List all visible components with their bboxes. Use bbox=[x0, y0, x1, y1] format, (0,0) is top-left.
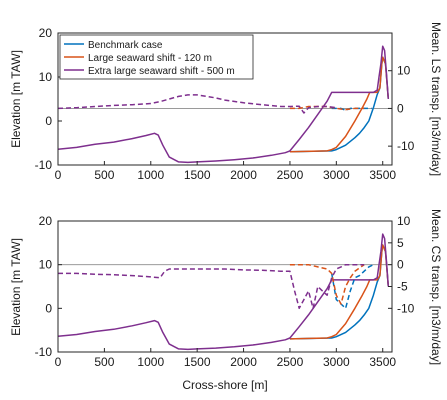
top-y-tick-label: 20 bbox=[39, 26, 53, 40]
bottom-x-tick-label: 2000 bbox=[230, 355, 257, 369]
bottom-y-ticks: -10 0 10 20 bbox=[35, 214, 62, 359]
top-x-ticks: 0 500 1000 1500 2000 2500 3000 3500 bbox=[55, 161, 396, 182]
top-x-tick-label: 2000 bbox=[230, 168, 257, 182]
top-x-tick-label: 1500 bbox=[184, 168, 211, 182]
top-y2-ticks: -10 0 10 bbox=[388, 64, 415, 153]
bottom-x-tick-label: 3500 bbox=[369, 355, 396, 369]
bottom-panel-marks bbox=[57, 233, 392, 351]
bottom-y2-tick-label: -5 bbox=[397, 280, 408, 294]
top-transport-line-benchmark-case bbox=[331, 107, 372, 112]
top-elevation-line-extra-large-seaward-shift-500-m bbox=[57, 45, 390, 164]
bottom-transport-line-extra-large-seaward-shift-500-m bbox=[58, 263, 365, 310]
bottom-y2-ticks: -10 -5 0 5 10 bbox=[388, 214, 415, 315]
top-x-tick-label: 500 bbox=[94, 168, 114, 182]
top-plot-frame bbox=[57, 32, 393, 166]
bottom-y2-tick-label: -10 bbox=[397, 301, 415, 315]
bottom-elevation-line-extra-large-seaward-shift-500-m bbox=[57, 233, 390, 351]
bottom-x-tick-label: 1500 bbox=[184, 355, 211, 369]
top-elevation-line-benchmark-case bbox=[289, 56, 390, 153]
legend-box bbox=[59, 34, 254, 80]
legend-label-extra-large-shift: Extra large seaward shift - 500 m bbox=[88, 66, 235, 77]
top-x-tick-label: 2500 bbox=[277, 168, 304, 182]
top-y-tick-label: 0 bbox=[45, 114, 52, 128]
bottom-x-tick-label: 2500 bbox=[277, 355, 304, 369]
top-y-ticks: -10 0 10 20 bbox=[35, 26, 62, 172]
top-y2-tick-label: 0 bbox=[397, 101, 404, 115]
bottom-y2-tick-label: 5 bbox=[397, 236, 404, 250]
top-y-tick-label: 10 bbox=[39, 70, 53, 84]
top-y-tick-label: -10 bbox=[35, 158, 53, 172]
bottom-transport-line-large-seaward-shift-120-m bbox=[289, 263, 365, 305]
top-x-tick-label: 0 bbox=[55, 168, 62, 182]
bottom-y-tick-label: 10 bbox=[39, 258, 53, 272]
top-y2-axis-label: Mean. LS transp. [m3/m/day] bbox=[429, 22, 443, 176]
top-x-tick-label: 3500 bbox=[369, 168, 396, 182]
bottom-y2-axis-label: Mean. CS transp. [m3/m/day] bbox=[429, 209, 443, 365]
bottom-y2-tick-label: 0 bbox=[397, 258, 404, 272]
bottom-plot-frame bbox=[57, 220, 393, 353]
bottom-x-tick-label: 500 bbox=[94, 355, 114, 369]
top-elevation-line-large-seaward-shift-120-m bbox=[289, 56, 390, 153]
legend-label-large-shift: Large seaward shift - 120 m bbox=[88, 53, 212, 64]
bottom-y-tick-label: 20 bbox=[39, 214, 53, 228]
top-y2-tick-label: -10 bbox=[397, 139, 415, 153]
bottom-y-axis-label: Elevation [m TAW] bbox=[9, 238, 23, 336]
top-x-tick-label: 3000 bbox=[323, 168, 350, 182]
top-x-tick-label: 1000 bbox=[137, 168, 164, 182]
legend-label-benchmark: Benchmark case bbox=[88, 40, 163, 51]
bottom-x-tick-label: 3000 bbox=[323, 355, 350, 369]
top-panel-marks bbox=[57, 45, 392, 164]
bottom-x-tick-label: 1000 bbox=[137, 355, 164, 369]
bottom-y-tick-label: 0 bbox=[45, 301, 52, 315]
bottom-elevation-line-large-seaward-shift-120-m bbox=[289, 244, 390, 340]
bottom-transport-line-benchmark-case bbox=[330, 264, 374, 310]
top-transport-line-extra-large-seaward-shift-500-m bbox=[57, 94, 337, 114]
bottom-y2-tick-label: 10 bbox=[397, 214, 411, 228]
bottom-y-tick-label: -10 bbox=[35, 345, 53, 359]
bottom-elevation-line-benchmark-case bbox=[289, 244, 390, 340]
top-transport-line-large-seaward-shift-120-m bbox=[289, 105, 365, 111]
bottom-x-tick-label: 0 bbox=[55, 355, 62, 369]
top-y2-tick-label: 10 bbox=[397, 64, 411, 78]
top-y-axis-label: Elevation [m TAW] bbox=[9, 50, 23, 148]
x-axis-label: Cross-shore [m] bbox=[182, 378, 267, 392]
bottom-x-ticks: 0 500 1000 1500 2000 2500 3000 3500 bbox=[55, 348, 396, 369]
legend: Benchmark case Large seaward shift - 120… bbox=[59, 34, 254, 80]
